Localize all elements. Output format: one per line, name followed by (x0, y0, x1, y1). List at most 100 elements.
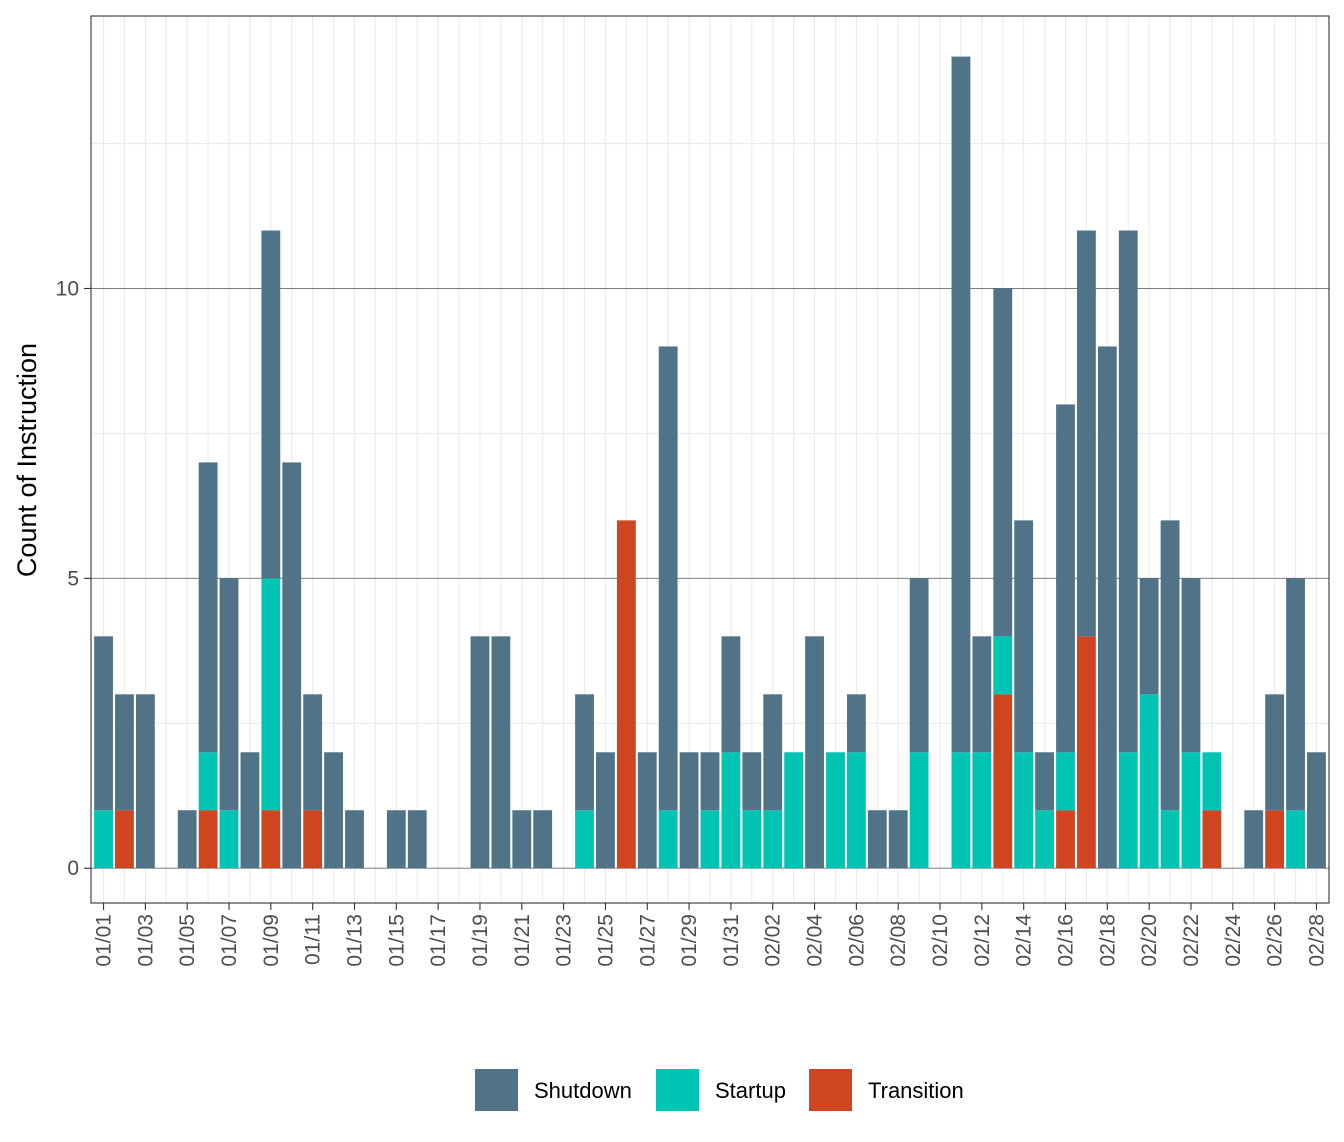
bar-segment-shutdown (261, 230, 281, 579)
bar-segment-transition (303, 810, 323, 869)
x-tick-label: 01/01 (93, 914, 116, 967)
bar-segment-startup (1202, 752, 1222, 811)
bar-segment-startup (575, 810, 594, 869)
x-tick-label: 01/29 (678, 914, 701, 967)
bar-segment-transition (993, 694, 1013, 869)
bar-segment-shutdown (198, 462, 218, 753)
bar-segment-shutdown (951, 56, 971, 753)
bar-segment-shutdown (386, 810, 406, 869)
bar-segment-shutdown (135, 694, 155, 869)
x-tick-label: 01/31 (720, 914, 743, 967)
bar-segment-shutdown (324, 752, 343, 869)
bar-segment-startup (94, 810, 113, 869)
y-axis: 0 5 10 (56, 277, 91, 880)
bar-segment-shutdown (1077, 230, 1096, 637)
bar-segment-startup (1286, 810, 1305, 869)
bar-segment-shutdown (1160, 520, 1180, 811)
bar-segment-shutdown (512, 810, 532, 869)
bar-segment-shutdown (658, 346, 678, 811)
bar-segment-shutdown (909, 578, 929, 753)
bar-segment-shutdown (596, 752, 615, 869)
legend-key-shutdown (475, 1069, 518, 1111)
bar-segment-startup (1035, 810, 1055, 869)
x-tick-label: 02/22 (1180, 914, 1203, 967)
bar-segment-shutdown (742, 752, 762, 811)
bar-segment-transition (1265, 810, 1285, 869)
bar-segment-transition (261, 810, 281, 869)
bars (94, 56, 1326, 869)
x-tick-label: 02/10 (929, 914, 952, 967)
x-tick-label: 02/04 (804, 914, 827, 967)
bar-segment-shutdown (1097, 346, 1117, 869)
x-tick-label: 02/08 (887, 914, 910, 967)
y-tick-label: 0 (67, 857, 79, 880)
bar-segment-shutdown (1035, 752, 1055, 811)
bar-segment-shutdown (805, 636, 824, 869)
bar-segment-shutdown (303, 694, 323, 811)
x-tick-label: 01/27 (636, 914, 659, 967)
bar-segment-shutdown (219, 578, 239, 811)
bar-segment-shutdown (846, 694, 866, 753)
bar-segment-shutdown (867, 810, 887, 869)
bar-segment-startup (198, 752, 218, 811)
bar-segment-shutdown (763, 694, 783, 811)
x-tick-label: 01/03 (134, 914, 157, 967)
bar-segment-shutdown (993, 288, 1013, 637)
bar-segment-shutdown (282, 462, 302, 869)
x-tick-label: 02/28 (1305, 914, 1328, 967)
bar-segment-startup (846, 752, 866, 869)
x-tick-label: 01/19 (469, 914, 492, 967)
bar-segment-shutdown (491, 636, 511, 869)
y-tick-label: 10 (56, 277, 79, 300)
x-tick-label: 02/02 (762, 914, 785, 967)
bar-segment-transition (198, 810, 218, 869)
bar-segment-startup (742, 810, 762, 869)
legend-key-startup (656, 1069, 699, 1111)
legend: Shutdown Startup Transition (475, 1069, 964, 1111)
x-tick-label: 02/16 (1055, 914, 1078, 967)
bar-segment-shutdown (575, 694, 594, 811)
bar-segment-shutdown (345, 810, 364, 869)
bar-segment-shutdown (1244, 810, 1264, 869)
x-tick-label: 02/26 (1264, 914, 1287, 967)
bar-segment-startup (763, 810, 783, 869)
bar-segment-shutdown (637, 752, 657, 869)
x-tick-label: 01/05 (176, 914, 199, 967)
bar-segment-transition (115, 810, 134, 869)
x-tick-label: 01/13 (343, 914, 366, 967)
plot-panel-border (90, 15, 1330, 904)
bar-segment-transition (616, 520, 636, 869)
bar-segment-transition (1077, 636, 1096, 869)
x-tick-label: 01/07 (218, 914, 241, 967)
x-tick-label: 01/25 (594, 914, 617, 967)
bar-segment-shutdown (972, 636, 992, 753)
bar-segment-startup (1139, 694, 1159, 869)
bar-segment-startup (1160, 810, 1180, 869)
bar-segment-shutdown (1139, 578, 1159, 695)
bar-segment-shutdown (115, 694, 134, 811)
x-tick-label: 01/21 (511, 914, 534, 967)
bar-segment-startup (784, 752, 804, 869)
legend-label-transition: Transition (868, 1078, 964, 1103)
x-tick-label: 01/11 (302, 914, 325, 965)
bar-segment-shutdown (94, 636, 113, 811)
x-tick-label: 02/14 (1013, 914, 1036, 967)
bar-segment-startup (951, 752, 971, 869)
bar-segment-shutdown (1181, 578, 1201, 753)
x-tick-label: 02/18 (1096, 914, 1119, 967)
bar-segment-shutdown (679, 752, 699, 869)
bar-segment-startup (826, 752, 845, 869)
x-tick-label: 01/15 (385, 914, 408, 967)
x-tick-label: 02/12 (971, 914, 994, 967)
bar-segment-shutdown (1307, 752, 1326, 869)
legend-key-transition (809, 1069, 852, 1111)
y-tick-label: 5 (67, 567, 79, 590)
bar-segment-startup (219, 810, 239, 869)
bar-segment-transition (1056, 810, 1075, 869)
bar-segment-shutdown (1014, 520, 1034, 753)
bar-segment-startup (261, 578, 281, 811)
bar-segment-shutdown (470, 636, 490, 869)
bar-segment-startup (1014, 752, 1034, 869)
bar-segment-shutdown (721, 636, 741, 753)
